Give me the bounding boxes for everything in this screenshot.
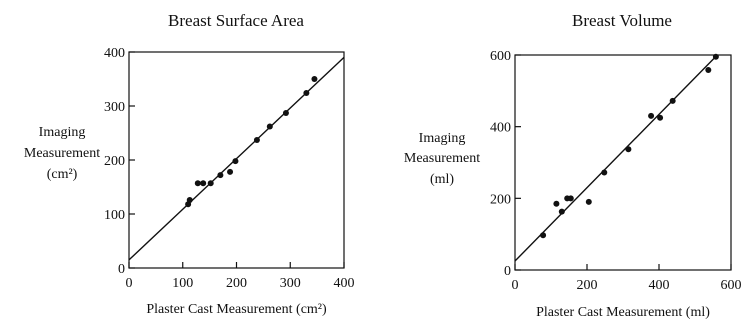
data-point	[657, 114, 664, 121]
x-tick-label: 0	[512, 278, 519, 293]
data-point	[253, 137, 260, 144]
y-tick-label: 400	[490, 121, 511, 136]
y-tick-label: 100	[104, 208, 125, 223]
x-tick-label: 400	[334, 276, 355, 291]
y-tick-label: 200	[490, 192, 511, 207]
data-point	[266, 123, 273, 130]
x-tick-label: 600	[721, 278, 742, 293]
x-tick-label: 0	[126, 276, 133, 291]
chart-title: Breast Volume	[572, 11, 672, 30]
data-point	[200, 180, 207, 187]
data-point	[311, 76, 318, 82]
y-tick-label: 0	[504, 264, 511, 279]
y-axis-label: (ml)	[430, 172, 454, 187]
data-point	[648, 112, 655, 119]
x-tick-label: 200	[226, 276, 247, 291]
data-point	[567, 195, 574, 202]
y-tick-label: 600	[490, 49, 511, 64]
y-axis-label: Measurement	[404, 151, 480, 166]
data-point	[227, 168, 234, 175]
data-point	[601, 169, 608, 176]
data-point	[669, 97, 676, 104]
data-point	[282, 110, 289, 117]
regression-line	[514, 55, 718, 262]
y-tick-label: 300	[104, 100, 125, 115]
data-point	[625, 146, 632, 153]
volume-chart: Breast Volume 0 200 400 600 0 200 400 600 Plaster…	[404, 11, 742, 320]
data-point	[553, 200, 560, 207]
data-point	[585, 198, 592, 205]
y-tick-label: 400	[104, 46, 125, 61]
y-axis-label: Measurement	[24, 146, 100, 161]
data-point	[540, 232, 547, 239]
y-axis-label: (cm²)	[47, 167, 78, 182]
data-point	[186, 196, 193, 203]
data-point	[303, 90, 310, 97]
surface-area-chart: Breast Surface Area 0 100 200 300 400 0 100 200 3…	[24, 11, 355, 317]
x-axis-label: Plaster Cast Measurement (cm²)	[146, 302, 327, 317]
x-axis-label: Plaster Cast Measurement (ml)	[536, 305, 710, 320]
y-tick-label: 0	[118, 262, 125, 277]
chart-title: Breast Surface Area	[168, 11, 304, 30]
x-tick-label: 300	[280, 276, 301, 291]
y-axis-label: Imaging	[39, 125, 86, 140]
x-tick-label: 200	[577, 278, 598, 293]
data-point	[558, 208, 565, 215]
data-point	[207, 180, 214, 187]
plot-frame	[514, 54, 732, 271]
y-tick-label: 200	[104, 154, 125, 169]
data-point	[217, 172, 224, 179]
x-tick-label: 100	[172, 276, 193, 291]
data-point	[712, 53, 719, 60]
data-point	[705, 67, 712, 74]
x-tick-label: 400	[649, 278, 670, 293]
y-axis-label: Imaging	[419, 131, 466, 146]
data-point	[232, 158, 239, 165]
data-point	[194, 180, 201, 187]
